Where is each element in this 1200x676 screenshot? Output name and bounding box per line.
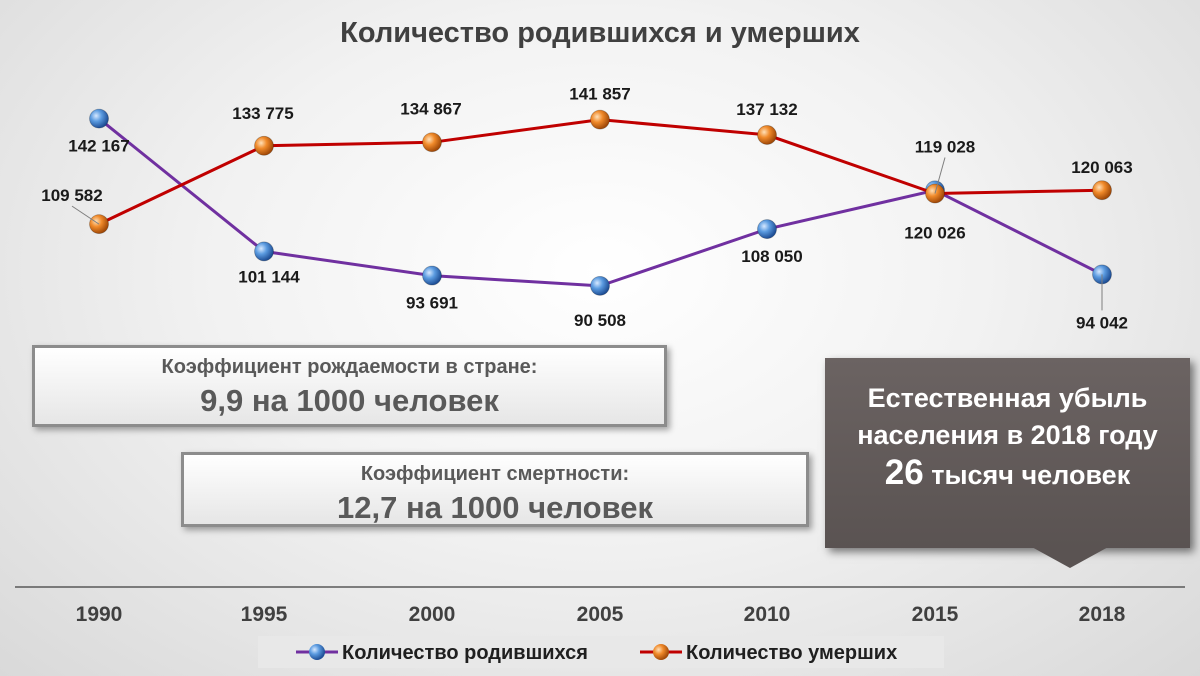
births-label-2010: 108 050 — [741, 247, 802, 266]
legend-births-label: Количество родившихся — [342, 642, 588, 664]
x-tick-2010: 2010 — [744, 603, 791, 626]
births-label-1995: 101 144 — [238, 267, 300, 286]
callout-pointer — [1030, 546, 1110, 568]
x-tick-2018: 2018 — [1079, 603, 1126, 626]
deaths-point-1995 — [254, 135, 274, 156]
natural-decline-callout: Естественная убыль населения в 2018 году… — [825, 358, 1190, 548]
legend-deaths-label: Количество умерших — [686, 642, 897, 664]
death-rate-box: Коэффициент смертности: 12,7 на 1000 чел… — [181, 452, 809, 527]
deaths-point-2005 — [590, 109, 610, 130]
callout-line-1: Естественная убыль — [867, 383, 1148, 413]
deaths-label-1995: 133 775 — [232, 104, 293, 123]
label-leader-line — [71, 205, 100, 225]
deaths-label-1990: 109 582 — [41, 186, 102, 205]
callout-unit: тысяч человек — [931, 460, 1131, 490]
births-point-1990 — [89, 108, 109, 129]
deaths-label-2005: 141 857 — [569, 85, 630, 104]
deaths-label-2010: 137 132 — [736, 100, 797, 119]
birth-rate-value: 9,9 на 1000 человек — [200, 383, 499, 418]
births-label-2015: 120 026 — [904, 223, 965, 242]
legend: Количество родившихся Количество умерших — [296, 642, 897, 664]
x-tick-2000: 2000 — [409, 603, 456, 626]
deaths-point-2010 — [757, 125, 777, 145]
death-rate-caption: Коэффициент смертности: — [360, 463, 630, 485]
births-point-1995 — [254, 241, 274, 262]
series-line-deaths — [98, 118, 1103, 226]
legend-background — [258, 636, 944, 668]
deaths-label-2018: 120 063 — [1071, 158, 1132, 177]
births-label-2000: 93 691 — [406, 294, 458, 313]
x-tick-2005: 2005 — [577, 603, 624, 626]
callout-line-2: населения в 2018 году — [857, 420, 1158, 450]
births-label-2018: 94 042 — [1076, 313, 1128, 332]
births-point-2000 — [422, 265, 442, 286]
births-point-2005 — [590, 275, 610, 296]
x-tick-1990: 1990 — [76, 603, 123, 626]
legend-births-marker — [309, 644, 325, 660]
label-leader-line — [934, 157, 946, 194]
birth-rate-box: Коэффициент рождаемости в стране: 9,9 на… — [32, 345, 667, 427]
callout-number: 26 — [884, 453, 924, 492]
x-tick-1995: 1995 — [241, 603, 288, 626]
x-axis-ticks: 1990 1995 2000 2005 2010 2015 2018 — [76, 603, 1126, 626]
data-labels: 142 167 101 144 93 691 90 508 108 050 120 026… — [41, 85, 1132, 333]
death-rate-value: 12,7 на 1000 человек — [337, 490, 653, 525]
x-tick-2015: 2015 — [912, 603, 959, 626]
births-label-1990: 142 167 — [68, 137, 129, 156]
deaths-label-2000: 134 867 — [400, 99, 461, 118]
legend-deaths-marker — [653, 644, 669, 660]
birth-rate-caption: Коэффициент рождаемости в стране: — [161, 356, 538, 378]
births-point-2010 — [757, 219, 777, 239]
births-label-2005: 90 508 — [574, 311, 626, 330]
deaths-point-2018 — [1092, 180, 1112, 201]
deaths-point-2000 — [422, 132, 442, 153]
deaths-label-2015: 119 028 — [915, 138, 976, 157]
chart-title: Количество родившихся и умерших — [340, 17, 860, 49]
